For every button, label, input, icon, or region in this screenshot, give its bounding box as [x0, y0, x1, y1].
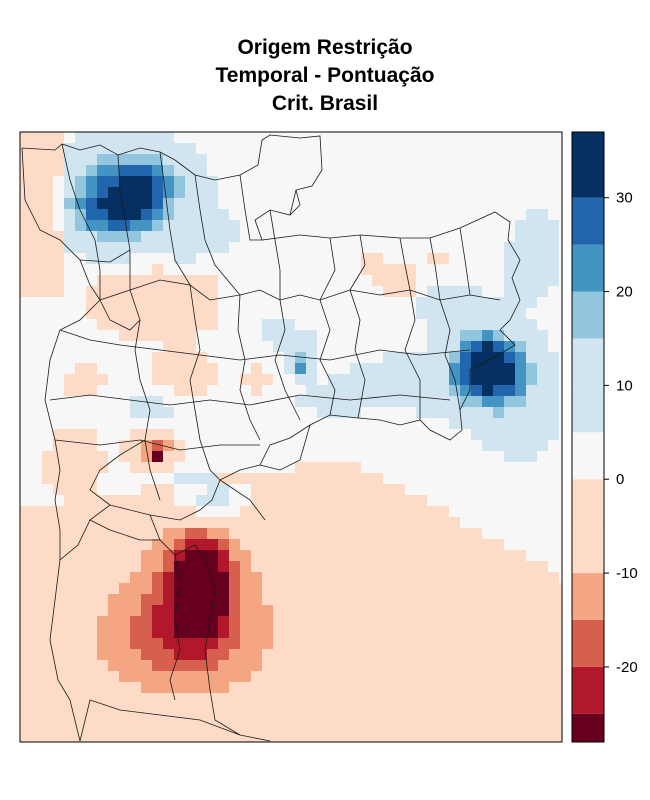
legend-bin — [572, 573, 604, 620]
legend-bin — [572, 197, 604, 245]
boundary-line — [174, 544, 241, 736]
raster-field — [20, 132, 562, 742]
district-boundaries — [21, 134, 521, 742]
legend-bin — [572, 713, 604, 742]
boundary-line — [319, 237, 336, 301]
boundary-line — [219, 479, 266, 521]
legend-bin — [572, 338, 604, 386]
boundary-line — [404, 289, 421, 420]
legend-tick-label: -10 — [616, 565, 638, 582]
boundary-line — [237, 294, 261, 441]
legend-bin — [572, 479, 604, 527]
legend-bin — [572, 666, 604, 714]
legend-bin — [572, 526, 604, 574]
legend-frame — [571, 131, 605, 743]
boundary-line — [439, 299, 461, 411]
boundary-line — [117, 154, 131, 290]
boundary-line — [21, 147, 101, 560]
title-line-1: Origem Restrição — [237, 36, 413, 59]
boundary-line — [99, 299, 141, 331]
boundary-line — [49, 394, 451, 406]
legend-bin — [572, 620, 604, 667]
boundary-line — [159, 151, 191, 286]
boundary-line — [259, 424, 311, 471]
boundary-line — [194, 174, 241, 296]
color-legend: 30 20 10 0 -10 -20 — [571, 131, 638, 743]
legend-tick-label: 10 — [616, 377, 633, 394]
title-line-2: Temporal - Pontuação — [215, 64, 435, 87]
boundary-line — [189, 284, 221, 481]
legend-tick-label: 0 — [616, 471, 624, 488]
legend-tick-label: 30 — [616, 190, 633, 207]
boundary-line — [54, 439, 260, 451]
boundary-line — [269, 209, 281, 300]
legend-bin — [572, 385, 604, 433]
boundary-line — [239, 174, 262, 241]
map-title: Origem Restrição Temporal - Pontuação Cr… — [0, 34, 650, 118]
boundary-line — [79, 249, 131, 263]
boundary-line — [89, 519, 160, 541]
boundary-line — [59, 329, 471, 361]
boundary-line — [274, 299, 301, 421]
legend-bin — [572, 132, 604, 198]
title-line-3: Crit. Brasil — [271, 92, 379, 115]
boundary-line — [429, 237, 441, 301]
boundary-line — [129, 289, 161, 501]
boundary-line — [349, 289, 366, 419]
legend-tick-label: 20 — [616, 284, 633, 301]
map-frame — [19, 131, 563, 743]
boundary-line — [349, 234, 366, 291]
boundary-line — [21, 134, 521, 742]
legend-bin — [572, 244, 604, 292]
legend-tick-label: -20 — [616, 659, 638, 676]
boundary-line — [61, 143, 101, 300]
legend-bin — [572, 432, 604, 480]
boundary-line — [149, 514, 181, 701]
boundary-line — [459, 227, 471, 296]
boundary-line — [89, 439, 146, 506]
legend-bin — [572, 291, 604, 339]
boundary-line — [289, 189, 297, 216]
boundary-line — [399, 237, 411, 291]
boundary-line — [99, 279, 501, 301]
